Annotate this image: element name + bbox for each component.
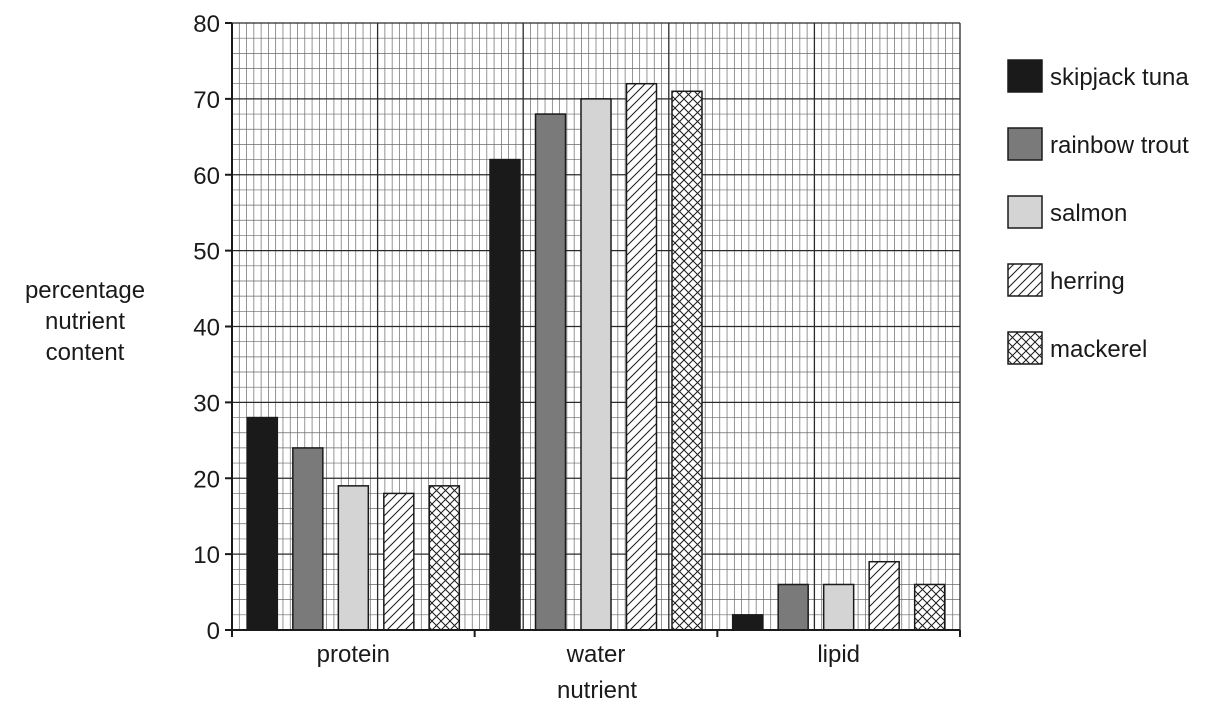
- x-tick-label: lipid: [817, 641, 860, 668]
- x-tick-label: water: [566, 641, 626, 668]
- y-tick-label: 20: [193, 466, 220, 493]
- legend-label: skipjack tuna: [1050, 64, 1189, 91]
- legend-label: mackerel: [1050, 336, 1147, 363]
- bar-skipjack-tuna-lipid: [731, 614, 764, 631]
- legend-swatch-mackerel: [1007, 331, 1043, 365]
- y-axis-label: percentage nutrient content: [25, 277, 145, 366]
- bar-skipjack-tuna-protein: [246, 416, 279, 631]
- y-tick-labels: 0 10 20 30 40 50 60 70 80: [193, 11, 220, 645]
- y-tick-label: 0: [207, 618, 220, 645]
- bar-herring-water: [625, 82, 658, 631]
- x-tick-label: protein: [317, 641, 390, 668]
- y-tick-label: 40: [193, 315, 220, 342]
- bar-rainbow-trout-lipid: [777, 583, 809, 631]
- bar-rainbow-trout-protein: [292, 447, 324, 631]
- bar-mackerel-lipid: [913, 583, 946, 631]
- bar-skipjack-tuna-water: [489, 158, 521, 631]
- bar-herring-lipid: [868, 560, 900, 631]
- legend-swatch-skipjack-tuna: [1007, 59, 1043, 93]
- bar-herring-protein: [383, 492, 415, 631]
- y-axis-label-line: content: [46, 339, 125, 366]
- axes: [225, 22, 961, 637]
- legend-swatch-salmon: [1007, 195, 1043, 229]
- bar-rainbow-trout-water: [534, 113, 567, 631]
- bar-salmon-protein: [337, 485, 370, 631]
- bar-mackerel-water: [671, 90, 703, 631]
- legend: skipjack tuna rainbow trout salmon herring m…: [1007, 59, 1189, 365]
- x-tick-labels: protein water lipid: [317, 641, 860, 668]
- y-tick-label: 70: [193, 87, 220, 114]
- y-tick-label: 60: [193, 163, 220, 190]
- legend-swatch-rainbow-trout: [1007, 127, 1043, 161]
- y-tick-label: 80: [193, 11, 220, 38]
- bar-salmon-lipid: [822, 583, 855, 631]
- x-axis-label: nutrient: [557, 677, 637, 704]
- legend-label: salmon: [1050, 200, 1127, 227]
- y-tick-label: 50: [193, 239, 220, 266]
- legend-swatch-herring: [1007, 263, 1043, 297]
- y-tick-label: 30: [193, 390, 220, 417]
- bar-salmon-water: [580, 98, 612, 631]
- y-tick-label: 10: [193, 542, 220, 569]
- legend-label: rainbow trout: [1050, 132, 1189, 159]
- y-axis-label-line: percentage: [25, 277, 145, 304]
- bar-mackerel-protein: [428, 485, 461, 631]
- legend-label: herring: [1050, 268, 1125, 295]
- bars-group: [246, 82, 946, 631]
- y-axis-label-line: nutrient: [45, 308, 125, 335]
